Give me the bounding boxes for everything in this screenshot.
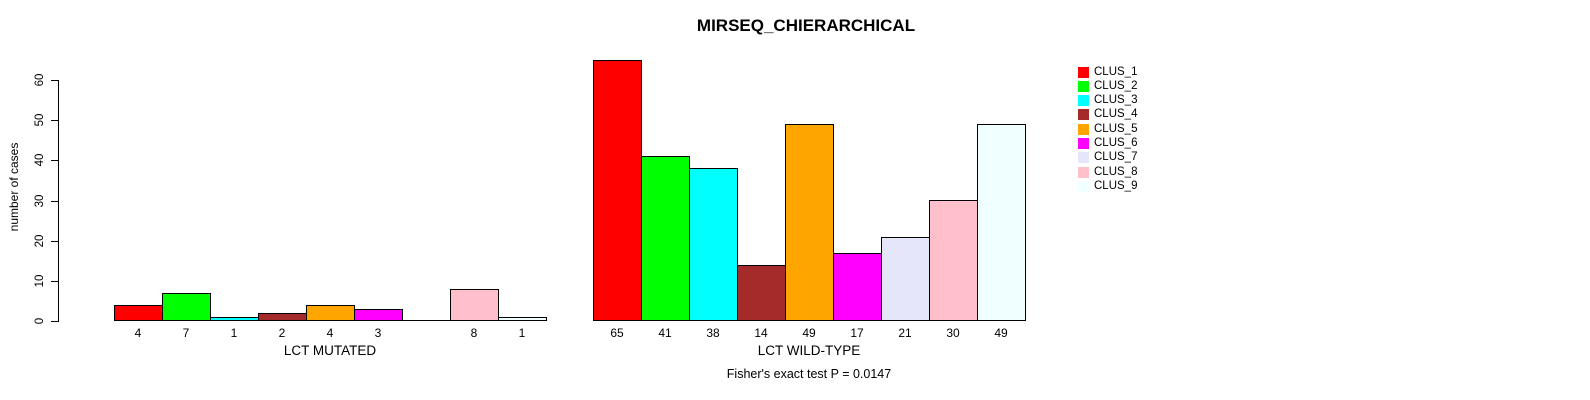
bar-clus_4 — [737, 265, 786, 321]
legend-label-clus_4: CLUS_4 — [1094, 108, 1138, 120]
legend-label-clus_7: CLUS_7 — [1094, 151, 1138, 163]
legend-swatch-clus_2 — [1078, 81, 1089, 92]
legend-label-clus_1: CLUS_1 — [1094, 66, 1138, 78]
legend-label-clus_2: CLUS_2 — [1094, 80, 1138, 92]
bar-clus_3 — [210, 317, 259, 321]
bar-value-label: 1 — [518, 326, 526, 340]
bar-clus_2 — [162, 293, 211, 321]
legend-swatch-clus_3 — [1078, 95, 1089, 106]
y-axis-tick — [51, 281, 58, 282]
y-axis-line — [58, 80, 59, 322]
legend-swatch-clus_6 — [1078, 138, 1089, 149]
bar-value-label: 4 — [134, 326, 142, 340]
bar-value-label: 1 — [230, 326, 238, 340]
y-axis-tick — [51, 321, 58, 322]
y-axis-label: number of cases — [7, 142, 21, 232]
bar-value-label: 49 — [802, 326, 816, 340]
legend-swatch-clus_4 — [1078, 109, 1089, 120]
y-axis-tick — [51, 120, 58, 121]
fisher-test-annotation: Fisher's exact test P = 0.0147 — [726, 367, 892, 381]
legend-label-clus_5: CLUS_5 — [1094, 123, 1138, 135]
bar-clus_8 — [929, 200, 978, 321]
y-axis-tick-label: 60 — [34, 73, 46, 87]
y-axis-tick-label: 20 — [34, 234, 46, 248]
bar-clus_5 — [306, 305, 355, 321]
y-axis-tick-label: 10 — [34, 274, 46, 288]
bar-value-label: 41 — [658, 326, 672, 340]
bar-clus_4 — [258, 313, 307, 321]
x-axis-label-lct-wild-type: LCT WILD-TYPE — [757, 343, 861, 358]
bar-clus_1 — [593, 60, 642, 321]
legend-label-clus_6: CLUS_6 — [1094, 137, 1138, 149]
bar-value-label: 49 — [994, 326, 1008, 340]
bar-clus_6 — [354, 309, 403, 321]
bar-value-label: 38 — [706, 326, 720, 340]
legend-swatch-clus_7 — [1078, 152, 1089, 163]
bar-value-label: 30 — [946, 326, 960, 340]
y-axis-tick — [51, 160, 58, 161]
y-axis-tick-label: 30 — [34, 194, 46, 208]
bar-value-label: 65 — [610, 326, 624, 340]
legend-label-clus_9: CLUS_9 — [1094, 180, 1138, 192]
bar-clus_7 — [881, 237, 930, 321]
bar-clus_3 — [689, 168, 738, 321]
y-axis-tick — [51, 241, 58, 242]
bar-value-label: 21 — [898, 326, 912, 340]
legend-swatch-clus_9 — [1078, 181, 1089, 192]
bar-clus_1 — [114, 305, 163, 321]
bar-value-label: 2 — [278, 326, 286, 340]
legend-swatch-clus_1 — [1078, 67, 1089, 78]
bar-value-label: 4 — [326, 326, 334, 340]
y-axis-tick-label: 0 — [34, 317, 46, 325]
y-axis-tick-label: 40 — [34, 153, 46, 167]
chart-title: MIRSEQ_CHIERARCHICAL — [696, 16, 916, 35]
y-axis-tick — [51, 80, 58, 81]
bar-value-label: 14 — [754, 326, 768, 340]
bar-value-label: 3 — [374, 326, 382, 340]
bar-clus_5 — [785, 124, 834, 321]
bar-clus_6 — [833, 253, 882, 321]
bar-value-label: 17 — [850, 326, 864, 340]
bar-clus_9 — [977, 124, 1026, 321]
bar-value-label: 8 — [470, 326, 478, 340]
legend-label-clus_8: CLUS_8 — [1094, 166, 1138, 178]
legend-swatch-clus_8 — [1078, 167, 1089, 178]
bar-clus_8 — [450, 289, 499, 321]
x-axis-label-lct-mutated: LCT MUTATED — [283, 343, 377, 358]
bar-clus_9 — [498, 317, 547, 321]
legend-label-clus_3: CLUS_3 — [1094, 94, 1138, 106]
legend-swatch-clus_5 — [1078, 124, 1089, 135]
bar-clus_2 — [641, 156, 690, 321]
bar-value-label: 7 — [182, 326, 190, 340]
y-axis-tick — [51, 201, 58, 202]
y-axis-tick-label: 50 — [34, 113, 46, 127]
